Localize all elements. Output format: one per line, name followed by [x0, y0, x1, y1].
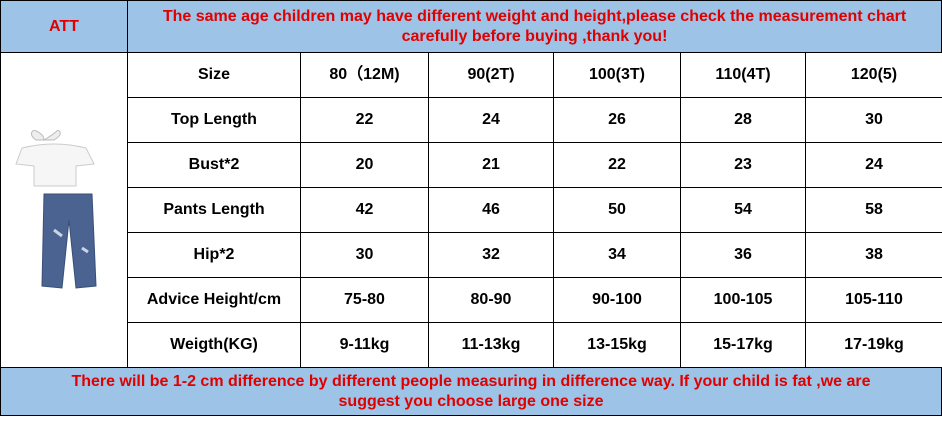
brand: ATT [49, 17, 79, 35]
row-label-cell: Top Length [127, 97, 301, 143]
value: 20 [355, 156, 374, 173]
row-label: Top Length [171, 111, 257, 128]
value-cell: 21 [428, 142, 554, 188]
value: 9-11kg [339, 336, 390, 353]
value: 13-15kg [587, 336, 647, 353]
row-label: Advice Height/cm [146, 291, 282, 308]
value: 28 [734, 111, 752, 128]
value-cell: 11-13kg [428, 322, 554, 368]
value-cell: 34 [553, 232, 681, 278]
value-cell: 23 [680, 142, 806, 188]
value: 26 [608, 111, 626, 128]
row-label: Hip*2 [193, 246, 235, 263]
note-line: There will be 1-2 cm difference by diffe… [71, 372, 871, 390]
value: 120(5) [850, 66, 898, 83]
note-line: The same age children may have different… [162, 7, 907, 25]
note-line: carefully before buying ,thank you! [401, 27, 668, 45]
value: 23 [734, 156, 752, 173]
value-cell: 20 [300, 142, 429, 188]
value: 30 [865, 111, 883, 128]
value: 32 [482, 246, 500, 263]
product-image [15, 130, 97, 289]
value: 21 [482, 156, 500, 173]
footer-note: There will be 1-2 cm difference by diffe… [0, 367, 942, 416]
note-line: suggest you choose large one size [338, 392, 604, 410]
value: 24 [482, 111, 500, 128]
value: 36 [734, 246, 752, 263]
row-label: Pants Length [163, 201, 265, 218]
value: 110(4T) [715, 66, 771, 83]
value-cell: 90-100 [553, 277, 681, 323]
row-label-cell: Weigth(KG) [127, 322, 301, 368]
value: 105-110 [845, 291, 903, 308]
value-cell: 50 [553, 187, 681, 233]
value: 24 [865, 156, 883, 173]
value-cell: 30 [300, 232, 429, 278]
row-label-cell: Pants Length [127, 187, 301, 233]
value: 34 [608, 246, 626, 263]
header-note: The same age children may have different… [127, 0, 942, 53]
value-cell: 15-17kg [680, 322, 806, 368]
value: 58 [865, 201, 883, 218]
value: 80（12M) [329, 66, 400, 83]
value: 90(2T) [467, 66, 515, 83]
value: 90-100 [592, 291, 642, 308]
value-cell: 80（12M) [300, 52, 429, 98]
value: 30 [355, 246, 374, 263]
value-cell: 32 [428, 232, 554, 278]
product-image-cell [0, 52, 128, 368]
row-label: Size [197, 66, 230, 83]
value-cell: 24 [428, 97, 554, 143]
value: 75-80 [344, 291, 385, 308]
value: 17-19kg [844, 336, 904, 353]
value: 22 [355, 111, 374, 128]
value-cell: 36 [680, 232, 806, 278]
value-cell: 17-19kg [805, 322, 942, 368]
value-cell: 100(3T) [553, 52, 681, 98]
row-label-cell: Advice Height/cm [127, 277, 301, 323]
value-cell: 22 [300, 97, 429, 143]
value: 100-105 [713, 291, 773, 308]
value-cell: 100-105 [680, 277, 806, 323]
value-cell: 90(2T) [428, 52, 554, 98]
value-cell: 54 [680, 187, 806, 233]
value: 11-13kg [461, 336, 521, 353]
value: 38 [865, 246, 883, 263]
row-label-cell: Hip*2 [127, 232, 301, 278]
value-cell: 22 [553, 142, 681, 188]
value-cell: 58 [805, 187, 942, 233]
value-cell: 24 [805, 142, 942, 188]
value: 15-17kg [713, 336, 773, 353]
value: 80-90 [470, 291, 512, 308]
value-cell: 110(4T) [680, 52, 806, 98]
value: 54 [734, 201, 752, 218]
value-cell: 120(5) [805, 52, 942, 98]
value-cell: 9-11kg [300, 322, 429, 368]
value-cell: 80-90 [428, 277, 554, 323]
value-cell: 26 [553, 97, 681, 143]
row-label-cell: Bust*2 [127, 142, 301, 188]
value: 100(3T) [588, 66, 646, 83]
row-label-cell: Size [127, 52, 301, 98]
value-cell: 28 [680, 97, 806, 143]
value-cell: 38 [805, 232, 942, 278]
value-cell: 30 [805, 97, 942, 143]
value: 42 [355, 201, 374, 218]
value-cell: 13-15kg [553, 322, 681, 368]
value: 46 [482, 201, 500, 218]
value-cell: 75-80 [300, 277, 429, 323]
value-cell: 42 [300, 187, 429, 233]
value-cell: 46 [428, 187, 554, 233]
brand-cell: ATT [0, 0, 128, 53]
row-label: Bust*2 [188, 156, 240, 173]
value: 50 [608, 201, 626, 218]
row-label: Weigth(KG) [170, 336, 258, 353]
value-cell: 105-110 [805, 277, 942, 323]
value: 22 [608, 156, 626, 173]
